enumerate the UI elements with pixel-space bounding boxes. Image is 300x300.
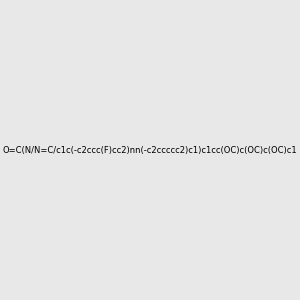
Text: O=C(N/N=C/c1c(-c2ccc(F)cc2)nn(-c2ccccc2)c1)c1cc(OC)c(OC)c(OC)c1: O=C(N/N=C/c1c(-c2ccc(F)cc2)nn(-c2ccccc2)… xyxy=(3,146,297,154)
